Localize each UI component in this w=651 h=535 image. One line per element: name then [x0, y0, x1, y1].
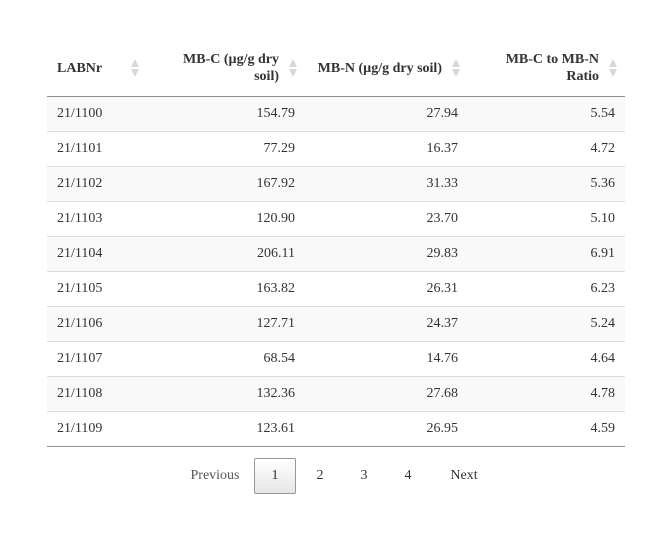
column-header-mb-n[interactable]: MB-N (µg/g dry soil) [305, 40, 468, 97]
table-body: 21/1100 154.79 27.94 5.54 21/1101 77.29 … [47, 96, 625, 447]
cell-mb-c: 206.11 [147, 236, 305, 272]
cell-mb-c: 167.92 [147, 166, 305, 202]
cell-ratio: 5.10 [468, 201, 625, 237]
column-header-label: MB-C to MB-N Ratio [505, 52, 599, 84]
cell-ratio: 6.23 [468, 271, 625, 307]
cell-mb-n: 26.31 [305, 271, 468, 307]
cell-labnr: 21/1102 [47, 166, 147, 202]
cell-labnr: 21/1103 [47, 201, 147, 237]
sort-both-icon [609, 59, 617, 77]
sort-both-icon [131, 59, 139, 77]
column-header-labnr[interactable]: LABNr [47, 40, 147, 97]
table-row: 21/1100 154.79 27.94 5.54 [47, 96, 625, 132]
cell-mb-n: 31.33 [305, 166, 468, 202]
next-page-button[interactable]: Next [450, 468, 478, 483]
table-row: 21/1105 163.82 26.31 6.23 [47, 271, 625, 307]
column-header-label: MB-C (µg/g dry soil) [183, 52, 279, 84]
cell-ratio: 5.54 [468, 96, 625, 132]
data-table-wrapper: LABNr MB-C (µg/g dry soil) [47, 40, 625, 447]
cell-mb-n: 23.70 [305, 201, 468, 237]
cell-ratio: 4.64 [468, 341, 625, 377]
sort-both-icon [452, 59, 460, 77]
cell-labnr: 21/1104 [47, 236, 147, 272]
cell-mb-n: 26.95 [305, 411, 468, 447]
cell-ratio: 4.78 [468, 376, 625, 412]
page-button-3[interactable]: 3 [360, 468, 368, 483]
previous-page-button[interactable]: Previous [190, 468, 240, 483]
cell-mb-n: 16.37 [305, 131, 468, 167]
table-row: 21/1101 77.29 16.37 4.72 [47, 131, 625, 167]
cell-ratio: 5.24 [468, 306, 625, 342]
cell-mb-c: 123.61 [147, 411, 305, 447]
table-row: 21/1106 127.71 24.37 5.24 [47, 306, 625, 342]
cell-labnr: 21/1106 [47, 306, 147, 342]
column-header-label: MB-N (µg/g dry soil) [317, 60, 442, 76]
cell-labnr: 21/1101 [47, 131, 147, 167]
cell-mb-c: 127.71 [147, 306, 305, 342]
cell-ratio: 6.91 [468, 236, 625, 272]
cell-mb-n: 27.94 [305, 96, 468, 132]
cell-mb-c: 154.79 [147, 96, 305, 132]
table-row: 21/1103 120.90 23.70 5.10 [47, 201, 625, 237]
cell-mb-n: 14.76 [305, 341, 468, 377]
column-header-mb-c[interactable]: MB-C (µg/g dry soil) [147, 40, 305, 97]
cell-labnr: 21/1108 [47, 376, 147, 412]
cell-mb-n: 24.37 [305, 306, 468, 342]
table-header: LABNr MB-C (µg/g dry soil) [47, 40, 625, 97]
cell-ratio: 4.59 [468, 411, 625, 447]
table-row: 21/1107 68.54 14.76 4.64 [47, 341, 625, 377]
cell-ratio: 5.36 [468, 166, 625, 202]
page-button-4[interactable]: 4 [404, 468, 412, 483]
data-table: LABNr MB-C (µg/g dry soil) [47, 40, 625, 447]
cell-mb-c: 163.82 [147, 271, 305, 307]
cell-ratio: 4.72 [468, 131, 625, 167]
cell-labnr: 21/1109 [47, 411, 147, 447]
page-button-1[interactable]: 1 [254, 458, 296, 494]
header-row: LABNr MB-C (µg/g dry soil) [47, 40, 625, 97]
cell-mb-c: 68.54 [147, 341, 305, 377]
cell-mb-n: 27.68 [305, 376, 468, 412]
cell-mb-c: 120.90 [147, 201, 305, 237]
pagination: Previous 1 2 3 4 Next [178, 458, 498, 494]
cell-labnr: 21/1107 [47, 341, 147, 377]
table-row: 21/1102 167.92 31.33 5.36 [47, 166, 625, 202]
cell-mb-n: 29.83 [305, 236, 468, 272]
cell-labnr: 21/1100 [47, 96, 147, 132]
sort-both-icon [289, 59, 297, 77]
table-row: 21/1108 132.36 27.68 4.78 [47, 376, 625, 412]
table-row: 21/1104 206.11 29.83 6.91 [47, 236, 625, 272]
table-row: 21/1109 123.61 26.95 4.59 [47, 411, 625, 447]
column-header-label: LABNr [57, 60, 103, 76]
cell-mb-c: 132.36 [147, 376, 305, 412]
cell-mb-c: 77.29 [147, 131, 305, 167]
column-header-ratio[interactable]: MB-C to MB-N Ratio [468, 40, 625, 97]
cell-labnr: 21/1105 [47, 271, 147, 307]
page-button-2[interactable]: 2 [316, 468, 324, 483]
